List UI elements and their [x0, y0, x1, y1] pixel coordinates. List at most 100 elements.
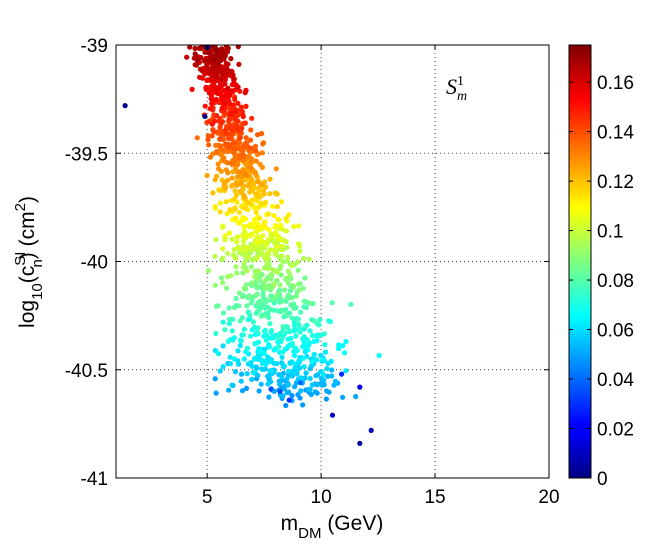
data-point	[253, 158, 259, 164]
data-point	[248, 233, 254, 239]
data-point	[285, 280, 291, 286]
data-point	[285, 343, 291, 349]
data-point	[260, 188, 267, 194]
y-tick-label: -39.5	[65, 144, 108, 165]
data-point	[285, 254, 291, 260]
data-point	[236, 61, 242, 67]
y-tick-label: -40.5	[65, 361, 108, 382]
data-point	[260, 141, 266, 147]
data-point	[222, 100, 228, 106]
data-point	[288, 302, 294, 308]
colorbar-tick-label: 0.1	[597, 222, 623, 243]
data-point	[204, 62, 210, 68]
data-point	[234, 234, 240, 240]
data-point	[238, 371, 245, 377]
data-point	[283, 216, 289, 222]
data-point	[255, 325, 261, 331]
data-point	[286, 397, 292, 403]
data-point	[274, 204, 280, 210]
data-point	[194, 57, 200, 63]
data-point	[268, 327, 275, 334]
data-point	[234, 174, 240, 180]
data-point	[284, 311, 290, 317]
data-point	[233, 116, 239, 122]
data-point	[286, 368, 292, 374]
data-point	[202, 103, 208, 109]
data-point	[278, 199, 285, 205]
data-point	[250, 369, 256, 376]
data-point	[240, 143, 247, 149]
data-point	[255, 132, 261, 138]
data-point	[249, 280, 255, 286]
data-point	[284, 375, 290, 381]
data-point	[213, 390, 219, 396]
data-point	[297, 329, 303, 335]
data-point	[225, 250, 231, 256]
data-point	[293, 333, 299, 339]
data-point	[223, 199, 229, 205]
data-point	[212, 347, 218, 354]
data-point	[212, 253, 218, 259]
data-point	[252, 143, 259, 149]
data-point	[229, 182, 235, 188]
data-point	[249, 257, 256, 263]
data-point	[238, 378, 244, 384]
data-point	[218, 144, 224, 150]
data-point	[229, 236, 235, 242]
data-point	[274, 360, 280, 367]
data-point	[232, 96, 238, 102]
data-point	[220, 343, 226, 349]
data-point	[227, 354, 233, 360]
data-point	[221, 81, 227, 87]
data-point	[353, 393, 359, 400]
data-point	[220, 319, 226, 325]
data-point	[324, 388, 330, 394]
data-point	[293, 293, 299, 299]
data-point	[228, 56, 234, 62]
data-point	[238, 338, 244, 344]
data-point	[324, 366, 330, 372]
x-axis-ticks: 5 10 15 20	[202, 45, 560, 508]
data-point	[222, 53, 228, 59]
data-point	[259, 360, 265, 366]
data-point	[276, 344, 282, 350]
data-point	[213, 72, 219, 78]
data-point	[241, 356, 247, 362]
data-point	[212, 282, 218, 288]
data-point	[295, 267, 301, 273]
data-point	[237, 88, 243, 94]
colorbar-tick-label: 0.08	[597, 271, 634, 292]
data-point	[210, 65, 216, 71]
data-point	[220, 246, 226, 252]
data-point	[256, 239, 262, 245]
data-point	[284, 389, 290, 396]
data-point	[292, 353, 298, 359]
data-point	[279, 243, 285, 249]
data-point	[227, 90, 233, 96]
data-point	[214, 173, 220, 179]
data-point	[218, 55, 224, 61]
data-point	[283, 228, 290, 234]
data-point	[220, 310, 227, 316]
data-point	[246, 223, 252, 229]
data-point	[227, 124, 234, 131]
data-point	[249, 197, 255, 203]
data-point	[210, 70, 216, 76]
data-point	[280, 349, 286, 355]
data-point	[248, 264, 254, 270]
data-point	[279, 360, 285, 366]
data-point	[242, 90, 248, 96]
data-point	[307, 387, 313, 393]
data-point	[323, 396, 329, 402]
data-point	[269, 234, 275, 240]
data-point	[343, 368, 349, 374]
data-point	[219, 105, 225, 111]
data-point	[274, 269, 280, 275]
data-point	[307, 375, 313, 382]
data-point	[213, 46, 219, 52]
data-point	[265, 250, 271, 256]
data-point	[236, 220, 242, 226]
data-point	[220, 255, 226, 261]
data-point	[248, 333, 254, 339]
data-point	[215, 67, 222, 73]
